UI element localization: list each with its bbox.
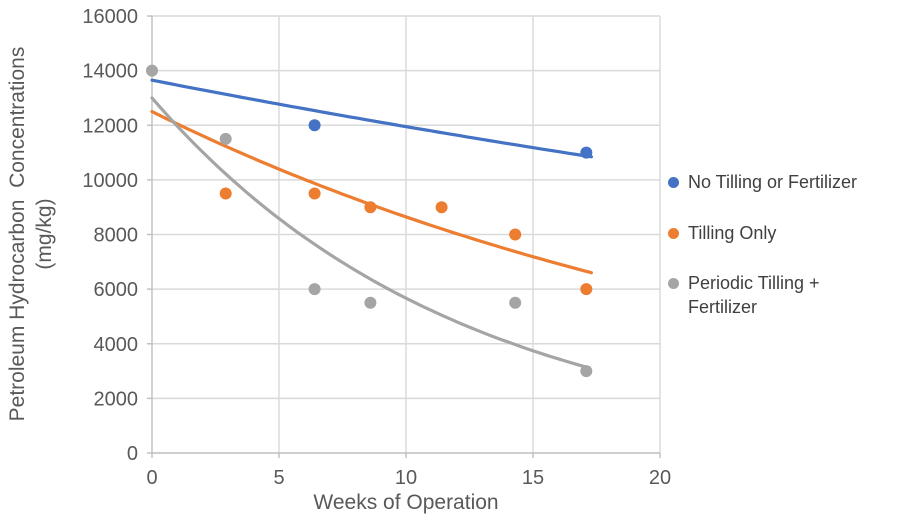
data-point xyxy=(364,296,377,309)
data-point xyxy=(308,283,321,296)
data-point xyxy=(580,283,593,296)
trendline xyxy=(150,110,593,275)
x-tick-label: 5 xyxy=(273,467,284,489)
y-tick-label: 12000 xyxy=(82,115,138,137)
trendline xyxy=(150,78,593,159)
x-axis-title: Weeks of Operation xyxy=(313,491,499,514)
y-tick-label: 14000 xyxy=(82,61,138,83)
data-point xyxy=(219,187,232,200)
data-point xyxy=(146,64,158,77)
y-axis-title: Petroleum Hydrocarbon Concentrations (mg… xyxy=(4,0,58,474)
legend-marker-icon xyxy=(668,177,679,188)
x-tick-label: 20 xyxy=(649,467,671,489)
y-tick-label: 10000 xyxy=(82,170,138,192)
legend-marker-icon xyxy=(668,278,679,289)
legend-label: No Tilling or Fertilizer xyxy=(688,172,858,192)
y-axis-title-line1: Petroleum Hydrocarbon Concentrations xyxy=(6,46,29,422)
x-tick-label: 15 xyxy=(522,467,544,489)
legend-item-2: Periodic Tilling + Fertilizer xyxy=(668,271,820,319)
legend: No Tilling or Fertilizer Tilling Only Peri… xyxy=(664,0,900,522)
legend-item-0: No Tilling or Fertilizer xyxy=(668,170,857,194)
y-tick-label: 2000 xyxy=(94,388,139,410)
data-point xyxy=(219,132,232,145)
x-tick-label: 10 xyxy=(395,467,417,489)
trendline xyxy=(150,96,591,370)
y-tick-label: 0 xyxy=(127,443,138,465)
data-point xyxy=(435,201,448,214)
data-point xyxy=(509,296,522,309)
data-point xyxy=(308,119,321,132)
legend-label: Periodic Tilling + Fertilizer xyxy=(688,273,820,317)
y-tick-label: 4000 xyxy=(94,334,139,356)
x-tick-label: 0 xyxy=(146,467,157,489)
y-tick-label: 8000 xyxy=(94,225,139,247)
y-axis-title-line2: (mg/kg) xyxy=(33,198,56,270)
data-point xyxy=(509,228,522,241)
data-point xyxy=(308,187,321,200)
y-tick-label: 6000 xyxy=(94,279,139,301)
legend-label: Tilling Only xyxy=(688,223,777,243)
y-tick-label: 16000 xyxy=(82,6,138,28)
legend-marker-icon xyxy=(668,228,679,239)
legend-item-1: Tilling Only xyxy=(668,221,776,245)
